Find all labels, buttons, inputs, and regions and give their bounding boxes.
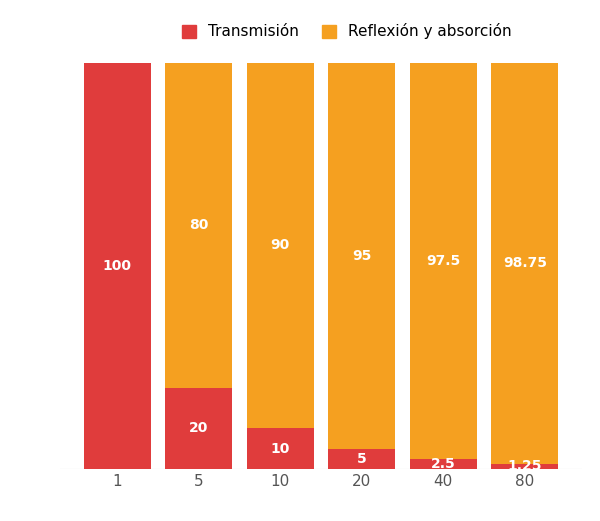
Text: 80: 80 xyxy=(189,218,208,232)
Bar xyxy=(84,63,151,469)
Bar xyxy=(410,459,477,469)
Bar xyxy=(165,63,232,388)
Bar xyxy=(328,63,395,449)
Text: 90: 90 xyxy=(271,239,290,252)
Bar xyxy=(491,63,558,464)
Bar xyxy=(328,449,395,469)
Legend: Transmisión, Reflexión y absorción: Transmisión, Reflexión y absorción xyxy=(176,17,518,45)
Text: 10: 10 xyxy=(271,442,290,455)
Bar xyxy=(247,428,314,469)
Text: 95: 95 xyxy=(352,249,371,263)
Text: 100: 100 xyxy=(103,259,131,272)
Text: 5: 5 xyxy=(357,452,367,466)
Bar xyxy=(410,63,477,459)
Bar xyxy=(165,388,232,469)
Bar xyxy=(247,63,314,428)
Text: 97.5: 97.5 xyxy=(426,254,460,268)
Text: 1.25: 1.25 xyxy=(508,460,542,474)
Bar xyxy=(491,464,558,469)
Text: 20: 20 xyxy=(189,421,208,435)
Text: 2.5: 2.5 xyxy=(431,457,455,471)
Text: 98.75: 98.75 xyxy=(503,256,547,270)
